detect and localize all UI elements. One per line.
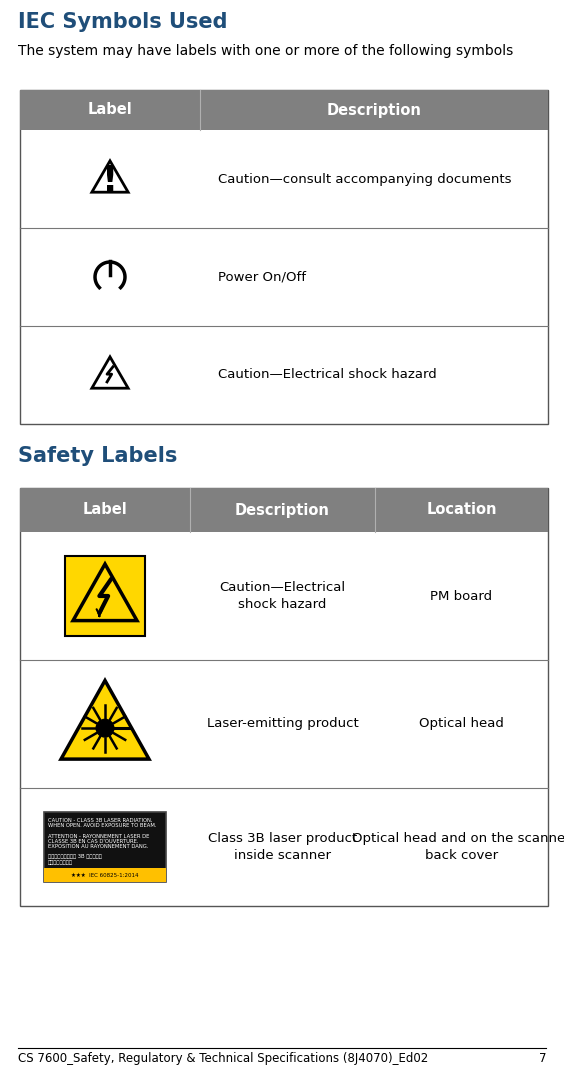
Text: 注意：打开时在内部 3B 类激光辐射: 注意：打开时在内部 3B 类激光辐射 [48,854,102,859]
Text: EXPOSITION AU RAYONNEMENT DANG.: EXPOSITION AU RAYONNEMENT DANG. [48,843,148,849]
Text: Location: Location [426,503,497,518]
Text: Optical head and on the scanner
back cover: Optical head and on the scanner back cov… [352,832,564,862]
Text: CAUTION - CLASS 3B LASER RADIATION,: CAUTION - CLASS 3B LASER RADIATION, [48,818,152,823]
Text: Label: Label [82,503,127,518]
Circle shape [96,719,114,737]
Text: WHEN OPEN. AVOID EXPOSURE TO BEAM.: WHEN OPEN. AVOID EXPOSURE TO BEAM. [48,823,156,829]
Text: The system may have labels with one or more of the following symbols: The system may have labels with one or m… [18,44,513,58]
Text: Label: Label [87,102,133,117]
Text: CLASSE 3B EN CAS D'OUVERTURE.: CLASSE 3B EN CAS D'OUVERTURE. [48,839,139,843]
Text: IEC Symbols Used: IEC Symbols Used [18,12,227,32]
Text: CS 7600_Safety, Regulatory & Technical Specifications (8J4070)_Ed02: CS 7600_Safety, Regulatory & Technical S… [18,1052,428,1065]
FancyBboxPatch shape [44,812,166,882]
Text: 7: 7 [539,1052,546,1065]
FancyBboxPatch shape [44,868,166,882]
Text: !: ! [102,164,118,198]
Text: Caution—consult accompanying documents: Caution—consult accompanying documents [218,173,512,185]
Text: Description: Description [235,503,330,518]
FancyBboxPatch shape [20,91,548,130]
Text: Optical head: Optical head [419,718,504,731]
FancyBboxPatch shape [20,488,548,532]
FancyBboxPatch shape [20,91,548,424]
Text: Safety Labels: Safety Labels [18,446,177,466]
Text: Power On/Off: Power On/Off [218,271,306,283]
Polygon shape [61,681,149,759]
FancyBboxPatch shape [20,488,548,906]
Text: Caution—Electrical
shock hazard: Caution—Electrical shock hazard [219,581,346,611]
Text: ★★★  IEC 60825-1:2014: ★★★ IEC 60825-1:2014 [71,872,139,878]
Text: Caution—Electrical shock hazard: Caution—Electrical shock hazard [218,368,437,381]
Text: Class 3B laser product
inside scanner: Class 3B laser product inside scanner [208,832,357,862]
FancyBboxPatch shape [65,556,145,636]
Text: ATTENTION - RAYONNEMENT LASER DE: ATTENTION - RAYONNEMENT LASER DE [48,834,149,838]
Text: 避免暴露在光束中: 避免暴露在光束中 [48,859,73,865]
Text: Description: Description [327,102,421,117]
Text: PM board: PM board [430,590,492,603]
Text: Laser-emitting product: Laser-emitting product [206,718,358,731]
